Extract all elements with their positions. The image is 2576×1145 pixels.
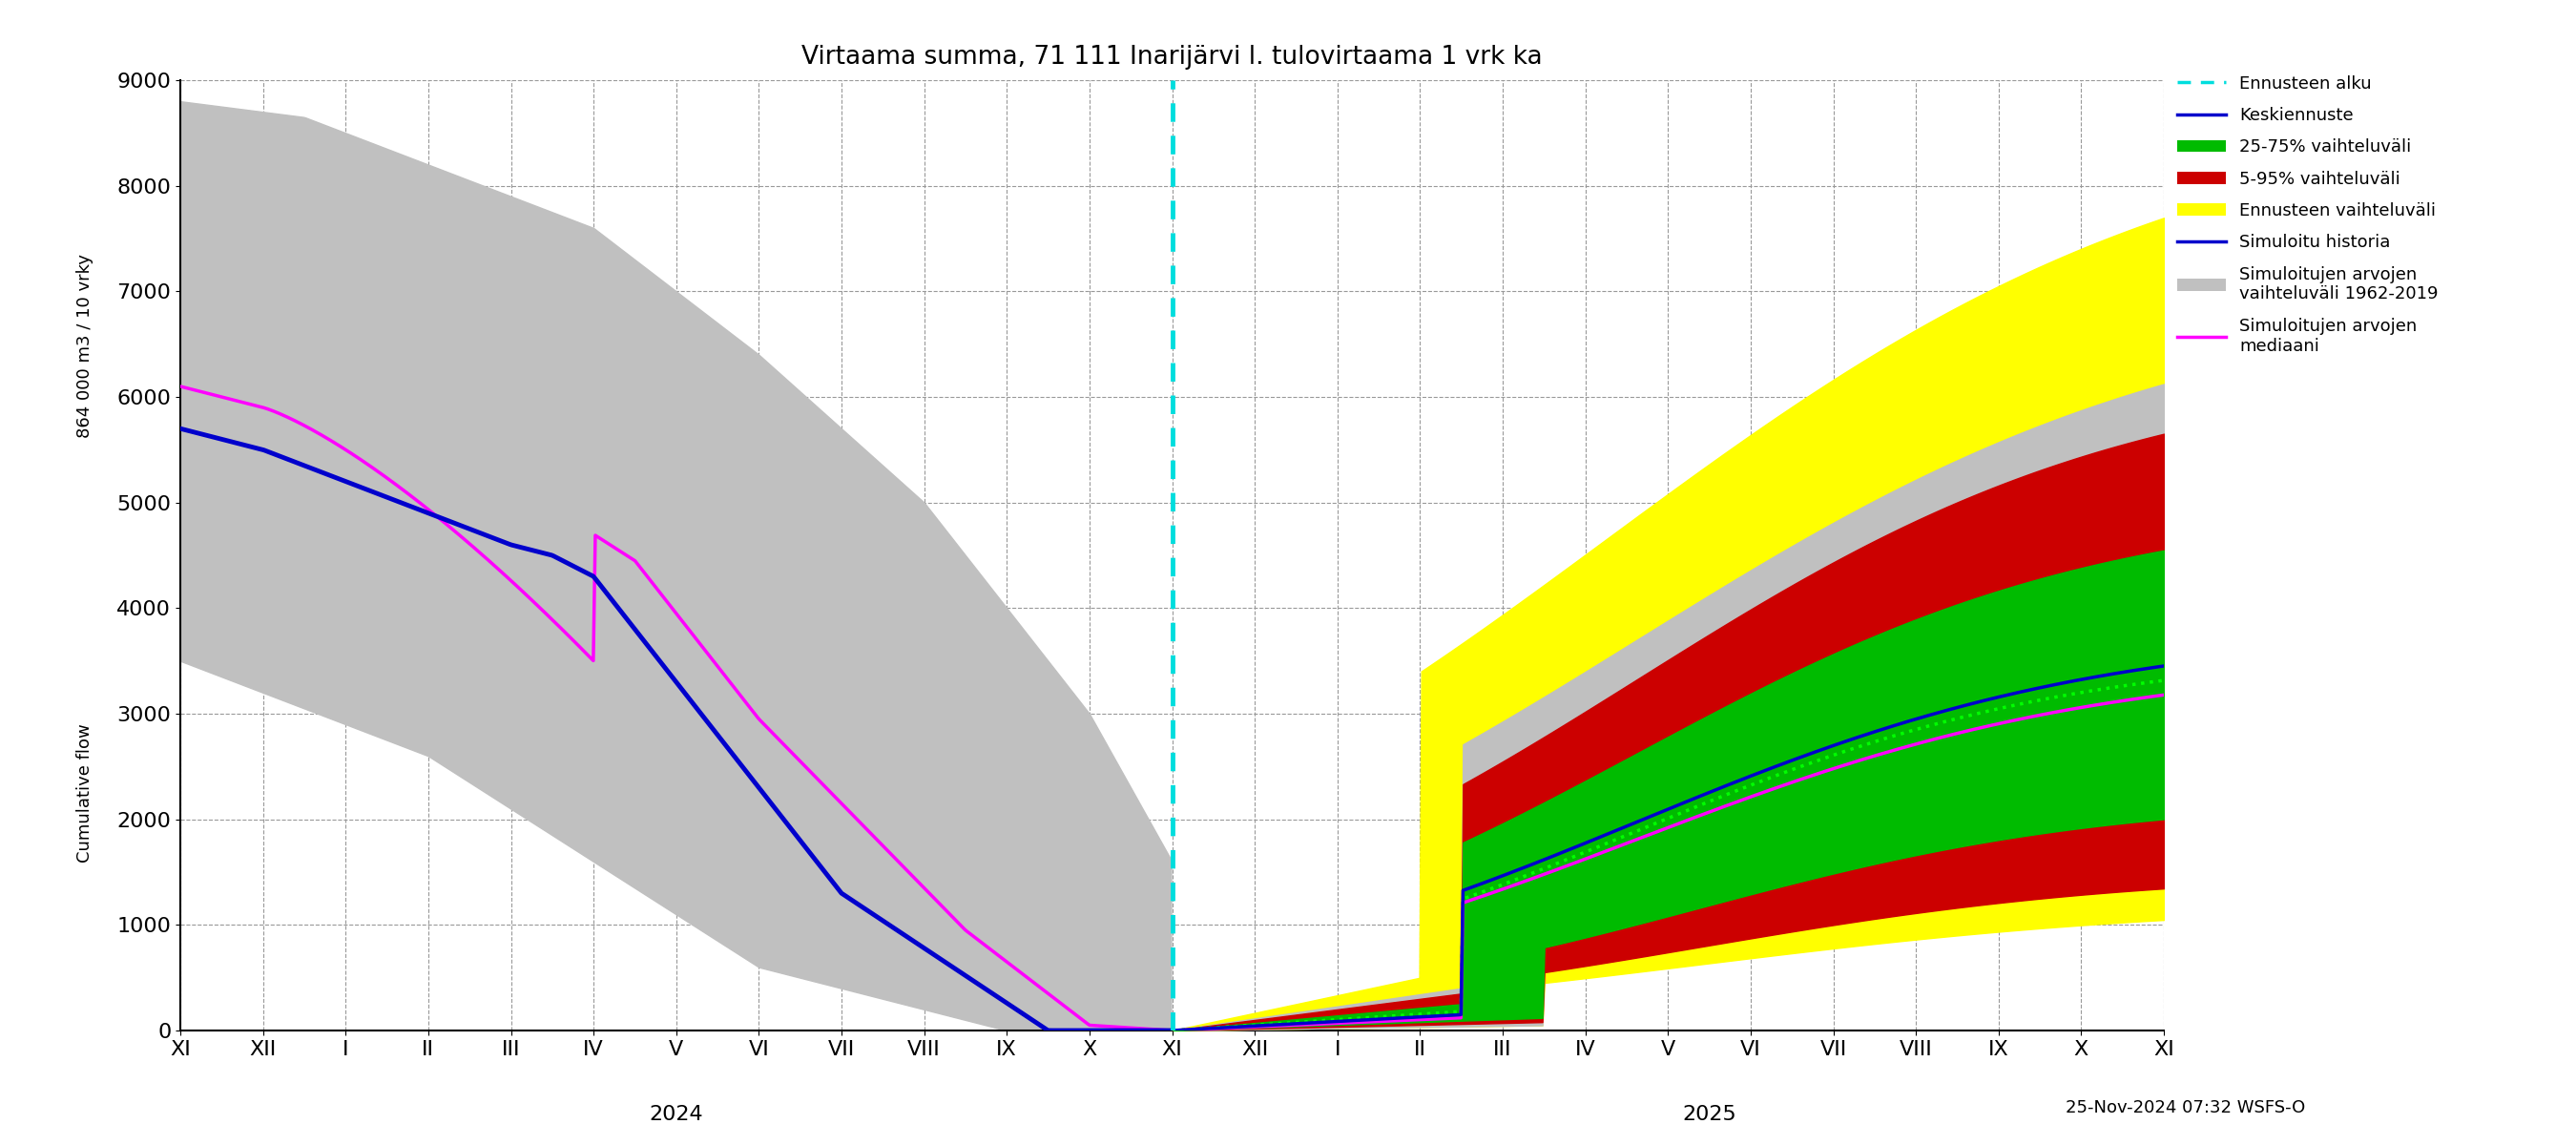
Title: Virtaama summa, 71 111 Inarijärvi l. tulovirtaama 1 vrk ka: Virtaama summa, 71 111 Inarijärvi l. tul… [801,45,1543,70]
Text: Cumulative flow: Cumulative flow [77,724,93,862]
Legend: Ennusteen alku, Keskiennuste, 25-75% vaihteluväli, 5-95% vaihteluväli, Ennusteen: Ennusteen alku, Keskiennuste, 25-75% vai… [2172,70,2445,360]
Text: 2024: 2024 [649,1105,703,1124]
Text: 2025: 2025 [1682,1105,1736,1124]
Text: 25-Nov-2024 07:32 WSFS-O: 25-Nov-2024 07:32 WSFS-O [2066,1099,2306,1116]
Text: 864 000 m3 / 10 vrky: 864 000 m3 / 10 vrky [77,254,93,439]
